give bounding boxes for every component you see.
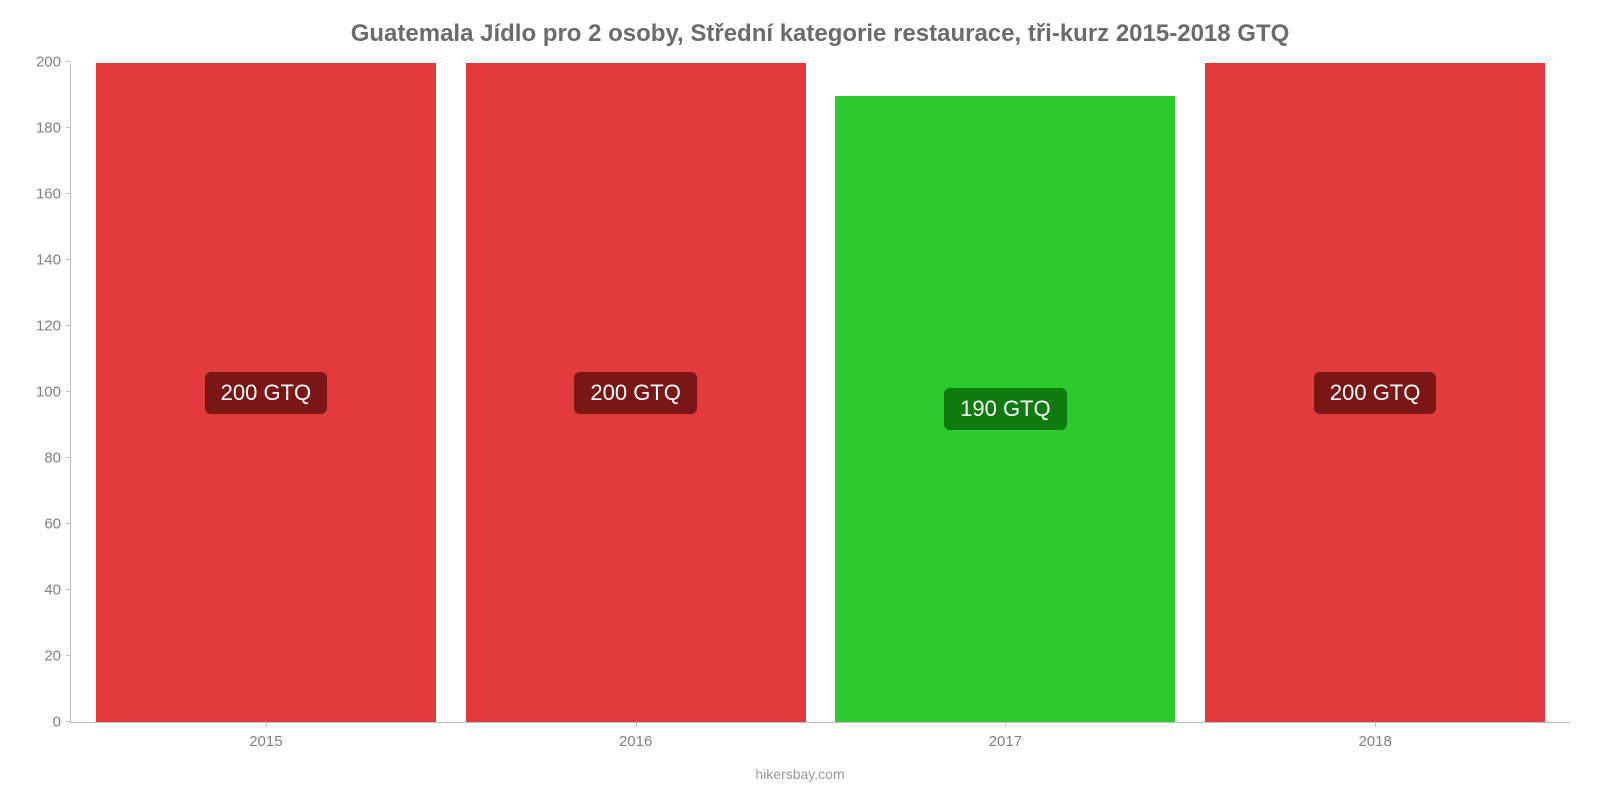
bar-value-badge: 200 GTQ (205, 372, 327, 414)
y-tick-mark (66, 721, 71, 722)
source-label: hikersbay.com (0, 766, 1600, 782)
y-tick-label: 160 (21, 186, 61, 203)
y-tick-label: 60 (21, 516, 61, 533)
bar-slot: 200 GTQ2015 (81, 63, 451, 722)
bar: 190 GTQ (835, 96, 1175, 722)
bar-value-badge: 190 GTQ (944, 388, 1066, 430)
y-tick-mark (66, 391, 71, 392)
bar: 200 GTQ (466, 63, 806, 722)
y-tick-label: 20 (21, 648, 61, 665)
y-tick-label: 40 (21, 582, 61, 599)
y-tick-mark (66, 589, 71, 590)
bar: 200 GTQ (1205, 63, 1545, 722)
bar-value-badge: 200 GTQ (1314, 372, 1436, 414)
chart-container: Guatemala Jídlo pro 2 osoby, Střední kat… (0, 0, 1600, 800)
y-tick-label: 80 (21, 450, 61, 467)
y-tick-mark (66, 655, 71, 656)
x-tick-label: 2018 (1190, 733, 1560, 750)
y-tick-label: 120 (21, 318, 61, 335)
bar: 200 GTQ (96, 63, 436, 722)
y-tick-mark (66, 325, 71, 326)
y-tick-mark (66, 457, 71, 458)
plot-area: 200 GTQ2015200 GTQ2016190 GTQ2017200 GTQ… (70, 63, 1570, 723)
y-tick-mark (66, 523, 71, 524)
x-tick-label: 2015 (81, 733, 451, 750)
bar-slot: 200 GTQ2018 (1190, 63, 1560, 722)
y-tick-label: 140 (21, 252, 61, 269)
bars-wrapper: 200 GTQ2015200 GTQ2016190 GTQ2017200 GTQ… (71, 63, 1570, 722)
chart-title: Guatemala Jídlo pro 2 osoby, Střední kat… (70, 20, 1570, 48)
y-tick-label: 200 (21, 54, 61, 71)
y-tick-mark (66, 127, 71, 128)
x-tick-label: 2016 (451, 733, 821, 750)
y-tick-label: 0 (21, 714, 61, 731)
x-tick-mark (1375, 722, 1376, 727)
y-tick-mark (66, 193, 71, 194)
y-tick-label: 180 (21, 120, 61, 137)
y-tick-label: 100 (21, 384, 61, 401)
x-tick-label: 2017 (821, 733, 1191, 750)
bar-slot: 200 GTQ2016 (451, 63, 821, 722)
x-tick-mark (636, 722, 637, 727)
x-tick-mark (266, 722, 267, 727)
bar-value-badge: 200 GTQ (574, 372, 696, 414)
x-tick-mark (1005, 722, 1006, 727)
y-tick-mark (66, 61, 71, 62)
bar-slot: 190 GTQ2017 (821, 63, 1191, 722)
y-tick-mark (66, 259, 71, 260)
